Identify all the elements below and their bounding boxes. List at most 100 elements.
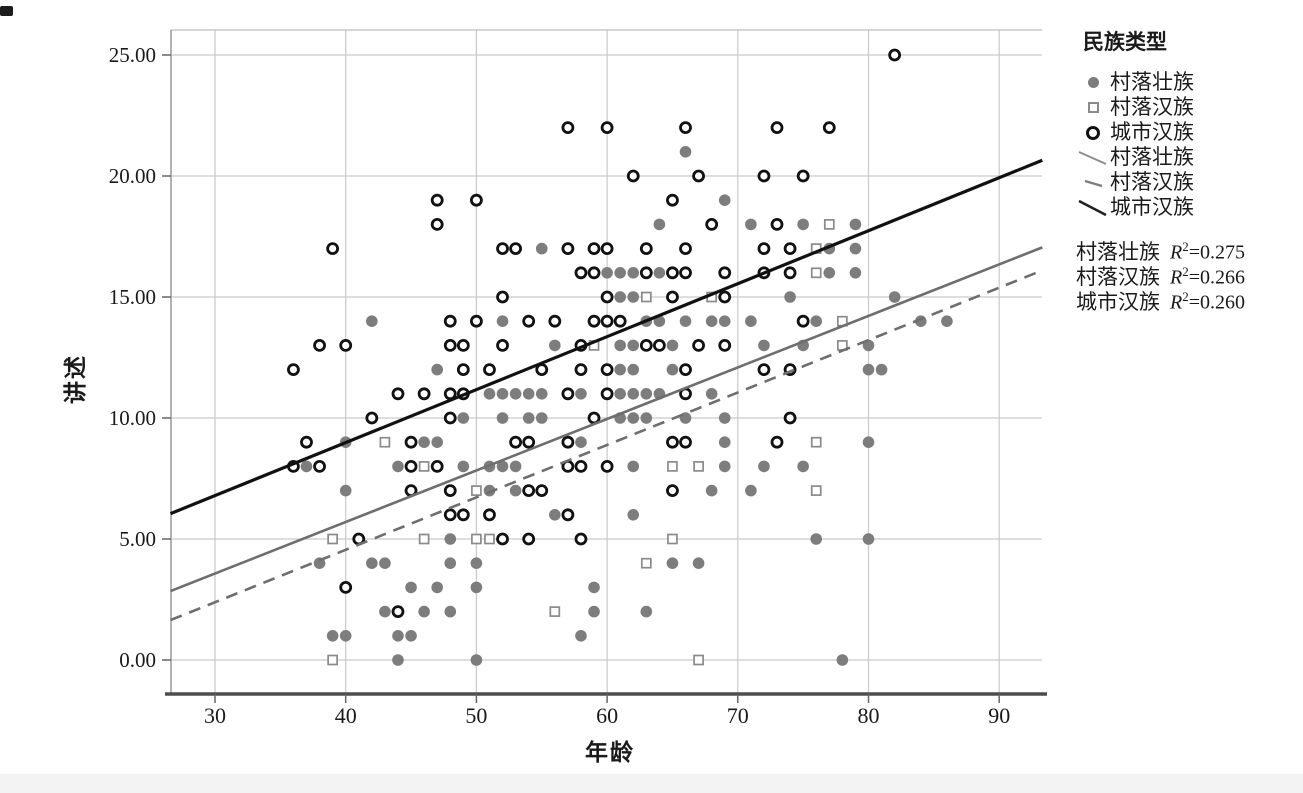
- fit-line: [170, 269, 1043, 622]
- scatter-point-filled: [470, 654, 483, 666]
- scatter-point-open: [587, 314, 601, 328]
- scatter-point-open: [391, 605, 405, 618]
- scatter-point-open: [574, 459, 588, 473]
- scatter-point-open: [522, 314, 536, 328]
- scatter-point-open: [365, 411, 379, 425]
- scatter-point-filled: [444, 533, 457, 545]
- scatter-point-filled: [862, 533, 875, 545]
- scatter-point-filled: [849, 242, 862, 255]
- scatter-point-open: [496, 290, 509, 304]
- scatter-point-filled: [614, 388, 626, 400]
- scatter-point-filled: [457, 460, 470, 473]
- scatter-point-filled: [627, 291, 640, 303]
- scatter-point-filled: [392, 654, 404, 666]
- scatter-point-open: [666, 193, 679, 207]
- scatter-point-filled: [705, 315, 718, 328]
- fit-line: [170, 246, 1043, 593]
- scatter-point-filled: [823, 267, 836, 279]
- scatter-point-filled: [431, 363, 443, 376]
- scatter-point-filled: [549, 339, 561, 352]
- scatter-point-open: [613, 314, 627, 328]
- scatter-point-open: [888, 48, 902, 62]
- scatter-point-open: [443, 508, 457, 522]
- scatter-point-filled: [640, 605, 653, 618]
- fit-line: [169, 158, 1043, 516]
- scatter-point-square: [810, 267, 822, 279]
- y-tick-label: 10.00: [108, 406, 156, 430]
- scatter-point-open: [496, 338, 509, 352]
- scatter-point-filled: [549, 509, 561, 521]
- r2-series-label: 城市汉族: [1076, 290, 1160, 314]
- scatter-point-square: [640, 557, 652, 569]
- scatter-point-filled: [692, 557, 705, 569]
- x-tick-label: 90: [988, 703, 1011, 728]
- scatter-point-filled: [679, 146, 692, 158]
- scatter-point-filled: [718, 412, 731, 424]
- scatter-point-open: [430, 459, 444, 473]
- scatter-point-open: [679, 435, 692, 449]
- scatter-point-open: [679, 266, 692, 280]
- scatter-point-square: [810, 485, 822, 496]
- legend-item-label: 村落壮族: [1110, 70, 1194, 94]
- y-tick-label: 25.00: [108, 43, 156, 67]
- scatter-point-filled: [640, 388, 653, 400]
- scatter-point-open: [404, 459, 418, 473]
- scatter-point-open: [587, 266, 601, 280]
- scatter-point-filled: [509, 388, 522, 400]
- scatter-point-square: [693, 461, 704, 472]
- legend-item-urban-han-marker: 城市汉族: [1076, 120, 1302, 145]
- scatter-point-open: [652, 338, 666, 352]
- scatter-point-filled: [392, 460, 404, 473]
- y-tick-label: 20.00: [108, 164, 156, 188]
- r2-value: R2=0.260: [1170, 289, 1245, 314]
- scatter-point-open: [456, 508, 470, 522]
- filled-circle-icon: [1076, 77, 1110, 88]
- scatter-point-filled: [614, 267, 626, 279]
- scatter-point-open: [561, 435, 575, 449]
- scatter-point-open: [679, 363, 692, 377]
- scatter-point-filled: [666, 557, 679, 569]
- legend-item-label: 村落壮族: [1110, 145, 1194, 169]
- scatter-point-open: [509, 435, 523, 449]
- scatter-point-square: [418, 461, 430, 472]
- scatter-point-filled: [300, 460, 313, 473]
- scatter-point-filled: [431, 436, 443, 449]
- r2-row-village-zhuang: 村落壮族 R2=0.275: [1076, 236, 1302, 264]
- scatter-point-filled: [718, 315, 731, 328]
- scatter-point-open: [574, 532, 588, 546]
- scatter-point-open: [522, 435, 536, 449]
- scatter-point-filled: [627, 363, 640, 376]
- scatter-point-filled: [627, 267, 640, 279]
- scatter-point-open: [443, 314, 457, 328]
- scatter-point-filled: [797, 460, 809, 473]
- scatter-point-filled: [366, 315, 378, 328]
- scatter-point-open: [561, 242, 575, 256]
- scatter-point-filled: [366, 557, 378, 569]
- scatter-point-open: [666, 484, 679, 498]
- scatter-point-filled: [496, 388, 509, 400]
- scatter-point-filled: [627, 339, 640, 352]
- scatter-point-filled: [810, 315, 823, 328]
- legend-title: 民族类型: [1083, 30, 1167, 54]
- scatter-point-filled: [836, 654, 849, 666]
- scatter-point-filled: [522, 412, 535, 424]
- scatter-point-filled: [679, 315, 692, 328]
- scatter-point-open: [469, 193, 483, 207]
- scatter-point-filled: [614, 339, 626, 352]
- scatter-point-filled: [483, 388, 496, 400]
- legend-item-label: 村落汉族: [1110, 170, 1194, 194]
- scatter-point-square: [418, 533, 430, 545]
- scatter-point-open: [718, 290, 732, 304]
- scatter-point-open: [561, 387, 575, 401]
- scatter-point-square: [823, 219, 835, 230]
- scatter-point-filled: [718, 194, 731, 206]
- scatter-point-open: [783, 411, 797, 425]
- scatter-point-open: [443, 338, 457, 352]
- scatter-point-open: [600, 387, 614, 401]
- scatter-point-open: [600, 121, 614, 134]
- scatter-point-open: [770, 121, 784, 134]
- scatter-point-open: [456, 338, 470, 352]
- scatter-point-filled: [745, 484, 757, 497]
- scatter-point-open: [417, 387, 431, 401]
